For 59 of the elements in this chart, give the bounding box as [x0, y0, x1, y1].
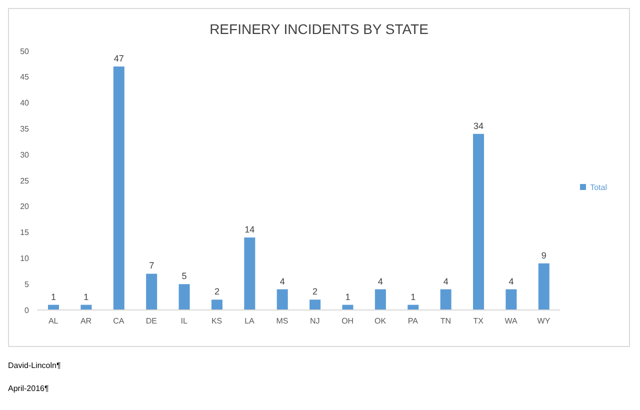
data-label: 34 — [474, 120, 484, 131]
y-tick-label: 45 — [20, 72, 30, 82]
y-tick-label: 10 — [20, 254, 30, 264]
text: David-Lincoln¶ — [8, 361, 62, 370]
x-tick-label: OH — [342, 316, 354, 326]
data-label: 4 — [378, 276, 383, 286]
bar — [113, 66, 124, 310]
bar — [473, 134, 484, 310]
bar — [310, 300, 321, 310]
data-label: 4 — [443, 276, 448, 286]
x-tick-label: OK — [374, 316, 387, 326]
legend-label: Total — [590, 182, 607, 192]
y-tick-label: 30 — [20, 150, 30, 160]
y-tick-label: 25 — [20, 176, 30, 186]
bar — [440, 289, 452, 310]
x-tick-label: IL — [180, 316, 188, 326]
y-tick-label: 40 — [20, 98, 30, 108]
chart-title: REFINERY INCIDENTS BY STATE — [208, 21, 430, 37]
x-tick-label: NJ — [310, 316, 320, 326]
bar — [146, 274, 158, 310]
bar — [178, 284, 190, 310]
x-tick-label: AL — [48, 316, 59, 326]
data-label: 4 — [508, 276, 514, 286]
x-tick-label: WA — [504, 316, 518, 326]
x-tick-label: TN — [440, 316, 452, 326]
x-tick-label: LA — [244, 316, 256, 326]
data-label: 47 — [114, 54, 124, 64]
data-label: 5 — [182, 271, 187, 282]
data-label: 4 — [280, 276, 285, 286]
y-tick-label: 35 — [20, 124, 30, 134]
x-tick-label: TX — [473, 316, 484, 326]
data-label: 1 — [410, 292, 416, 302]
data-label: 7 — [149, 260, 154, 271]
x-tick-label: MS — [276, 316, 288, 326]
x-tick-label: CA — [113, 316, 125, 326]
bar — [244, 237, 256, 310]
data-label: 2 — [214, 286, 220, 297]
data-label: 1 — [84, 292, 89, 302]
x-tick-label: DE — [146, 316, 157, 326]
y-tick-label: 20 — [20, 202, 30, 212]
x-tick-label: KS — [211, 316, 222, 326]
bar — [538, 263, 550, 310]
bar — [276, 289, 288, 310]
data-label: 1 — [345, 292, 350, 302]
x-tick-label: WY — [537, 316, 551, 326]
data-label: 9 — [541, 250, 546, 260]
y-tick-label: 5 — [24, 280, 30, 289]
data-label: 1 — [50, 292, 56, 302]
bar — [506, 289, 517, 310]
data-label: 14 — [244, 224, 255, 234]
text: April-2016¶ — [8, 384, 50, 393]
data-label: 2 — [312, 286, 318, 297]
x-tick-label: AR — [80, 316, 92, 326]
y-tick-label: 0 — [24, 306, 30, 315]
bar — [374, 289, 386, 310]
bar — [211, 300, 222, 310]
y-tick-label: 50 — [20, 46, 30, 56]
x-tick-label: PA — [408, 316, 419, 326]
y-tick-label: 15 — [20, 228, 30, 238]
